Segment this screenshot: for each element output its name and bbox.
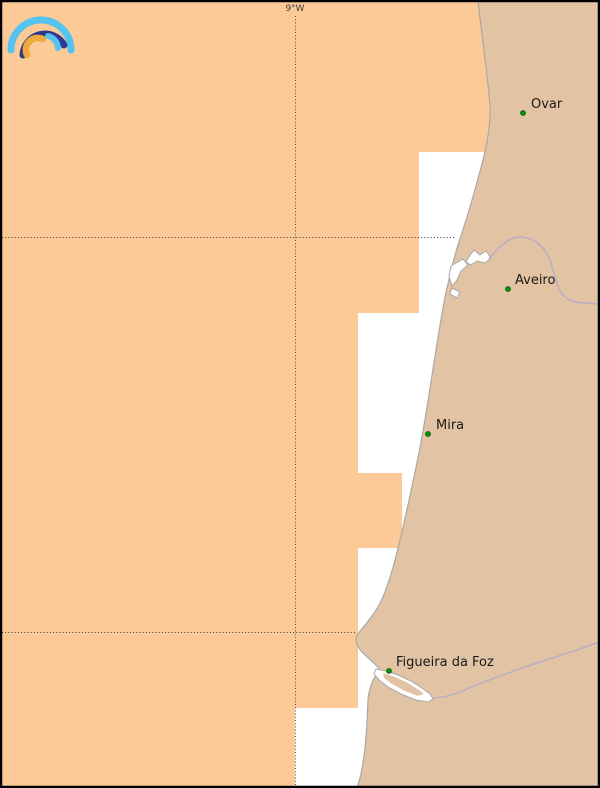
- meteoblue-rainbow-logo: [7, 16, 75, 59]
- river-vouga: [488, 236, 600, 305]
- coastline: [355, 0, 491, 788]
- river-mondego: [432, 641, 600, 699]
- lagoon-blob-main: [465, 249, 492, 266]
- warning-zone-polygon: [0, 0, 500, 788]
- city-label-ovar: Ovar: [531, 97, 563, 112]
- city-dot-ovar: [520, 110, 526, 116]
- aveiro-lagoon: [448, 249, 492, 299]
- estuary-island: [383, 673, 424, 696]
- mondego-estuary: [373, 668, 434, 703]
- city-label-mira: Mira: [436, 418, 464, 433]
- meridian-label: 9°W: [285, 4, 304, 14]
- logo-inner-lightblue-arc: [45, 33, 61, 51]
- city-dot-figueira-da-foz: [386, 668, 392, 674]
- city-marker-ovar: Ovar: [520, 97, 563, 116]
- city-marker-figueira-da-foz: Figueira da Foz: [386, 655, 494, 674]
- city-label-aveiro: Aveiro: [515, 273, 555, 288]
- lagoon-blob-south: [448, 258, 469, 288]
- land-layer: [356, 0, 600, 788]
- city-label-figueira-da-foz: Figueira da Foz: [396, 655, 494, 670]
- city-marker-aveiro: Aveiro: [505, 273, 555, 292]
- logo-orange-arc: [22, 34, 47, 59]
- lagoon-blob-hook: [449, 287, 461, 299]
- city-marker-mira: Mira: [425, 418, 464, 437]
- city-dot-aveiro: [505, 286, 511, 292]
- city-dot-mira: [425, 431, 431, 437]
- logo-outer-lightblue-arc: [7, 16, 75, 54]
